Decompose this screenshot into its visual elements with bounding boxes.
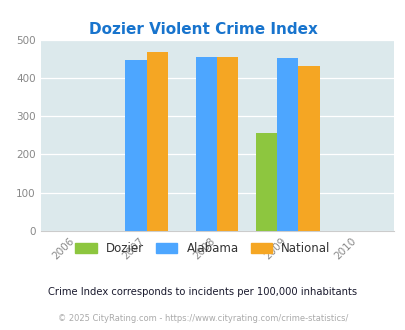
Bar: [125, 60, 146, 231]
Bar: [217, 57, 238, 231]
Bar: [277, 58, 298, 231]
Bar: [146, 52, 167, 231]
Bar: [196, 57, 217, 231]
Bar: [298, 66, 319, 231]
Text: Dozier Violent Crime Index: Dozier Violent Crime Index: [88, 22, 317, 37]
Text: © 2025 CityRating.com - https://www.cityrating.com/crime-statistics/: © 2025 CityRating.com - https://www.city…: [58, 314, 347, 323]
Text: Crime Index corresponds to incidents per 100,000 inhabitants: Crime Index corresponds to incidents per…: [48, 287, 357, 297]
Legend: Dozier, Alabama, National: Dozier, Alabama, National: [70, 237, 335, 260]
Bar: [256, 133, 277, 231]
